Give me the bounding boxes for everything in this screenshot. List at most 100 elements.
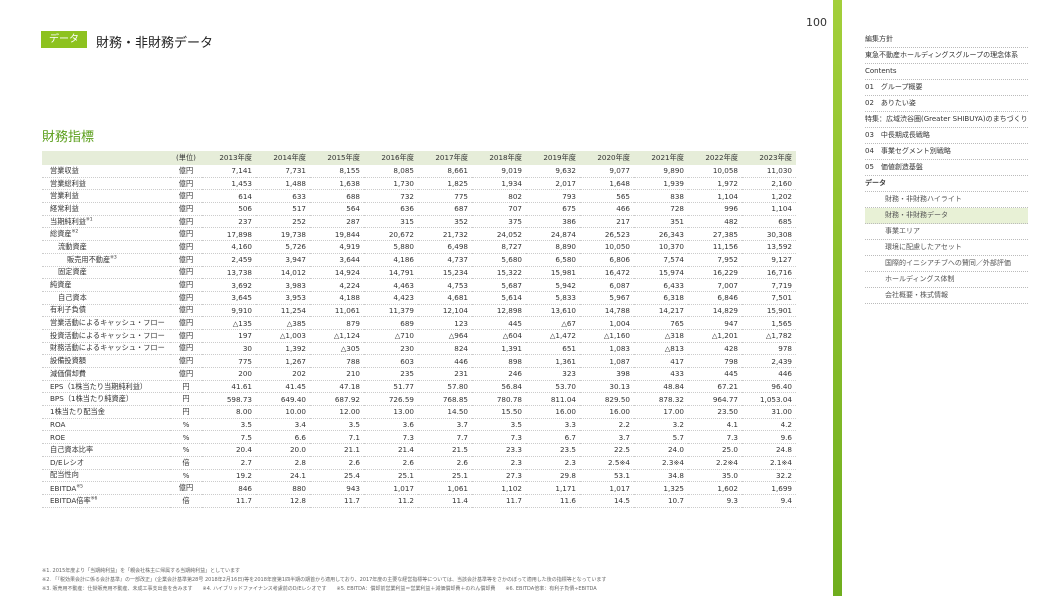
sidebar-item[interactable]: 財務・非財務データ [865, 208, 1028, 224]
value-cell: 15,322 [472, 266, 526, 280]
value-cell: 11,061 [310, 304, 364, 318]
sidebar-item[interactable]: 特集：広域渋谷圏(Greater SHIBUYA)のまちづくり [865, 112, 1028, 128]
value-cell: 20,672 [364, 227, 418, 242]
value-cell: 4,681 [418, 291, 472, 305]
row-label-text: EBITDA [50, 483, 77, 493]
row-label: EBITDA※5 [42, 481, 170, 495]
sidebar-item[interactable]: 環境に配慮したアセット [865, 240, 1028, 256]
value-cell: 7,719 [742, 278, 796, 292]
value-cell: 7,141 [202, 165, 256, 178]
value-cell: 12,104 [418, 304, 472, 318]
table-row: 流動資産 億円 4,160 5,726 4,919 5,880 6,498 8,727 8,89… [42, 240, 796, 254]
value-cell: 30.13 [580, 380, 634, 394]
footnote: ※1. 2015年度より「当期純利益」を「親会社株主に帰属する当期純利益」として… [42, 568, 241, 574]
value-cell: 29.8 [526, 469, 580, 483]
value-cell: 1,202 [742, 189, 796, 204]
row-label-text: 自己資本 [58, 292, 87, 302]
value-cell: 2.2 [580, 418, 634, 432]
sidebar-item[interactable]: 東急不動産ホールディングスグループの理念体系 [865, 48, 1028, 64]
value-cell: 200 [202, 367, 256, 381]
value-cell: 3,947 [256, 253, 310, 267]
sidebar-item[interactable]: Contents [865, 64, 1028, 80]
sidebar-item[interactable]: 03 中長期成長戦略 [865, 128, 1028, 144]
value-cell: 2.6 [418, 456, 472, 470]
sidebar-item[interactable]: 会社概要・株式情報 [865, 288, 1028, 304]
sidebar-item[interactable]: 04 事業セグメント別戦略 [865, 144, 1028, 160]
value-cell: 1,053.04 [742, 392, 796, 407]
table-row: 財務活動によるキャッシュ・フロー 億円 30 1,392 △305 230 824 1,391… [42, 342, 796, 356]
value-cell: 4,186 [364, 253, 418, 267]
row-unit: 億円 [170, 329, 202, 343]
sidebar-item[interactable]: 01 グループ概要 [865, 80, 1028, 96]
value-cell: 3.7 [418, 418, 472, 432]
value-cell: △318 [634, 329, 688, 343]
row-label: 配当性向 [42, 469, 170, 483]
sidebar-item[interactable]: 編集方針 [865, 32, 1028, 48]
value-cell: 10.7 [634, 494, 688, 508]
value-cell: 1,083 [580, 342, 634, 356]
value-cell: 765 [634, 316, 688, 330]
value-cell: 323 [526, 367, 580, 381]
value-cell: 14.50 [418, 405, 472, 419]
row-unit: 億円 [170, 481, 202, 495]
sidebar-item[interactable]: 02 ありたい姿 [865, 96, 1028, 112]
value-cell: 315 [364, 215, 418, 229]
value-cell: 603 [364, 354, 418, 368]
row-label: 販売用不動産※3 [42, 253, 170, 267]
row-label-text: EBITDA倍率 [50, 495, 91, 505]
value-cell: △1,201 [688, 329, 742, 343]
value-cell: 768.85 [418, 392, 472, 407]
row-unit: 億円 [170, 227, 202, 242]
row-unit: 億円 [170, 253, 202, 267]
value-cell: △1,003 [256, 329, 310, 343]
value-cell: 25.0 [688, 443, 742, 457]
sidebar-item[interactable]: 国際的イニシアチブへの賛同／外部評価 [865, 256, 1028, 272]
value-cell: 4,160 [202, 240, 256, 254]
row-unit: 億円 [170, 304, 202, 318]
value-cell: 16,472 [580, 266, 634, 280]
value-cell: 123 [418, 316, 472, 330]
sidebar-item[interactable]: 05 価値創造基盤 [865, 160, 1028, 176]
value-cell: 675 [526, 202, 580, 216]
row-label-text: BPS（1株当たり純資産） [50, 394, 134, 404]
row-label: 営業活動によるキャッシュ・フロー [42, 316, 170, 330]
value-cell: 31.00 [742, 405, 796, 419]
header-unit-cell: (単位) [170, 151, 202, 165]
value-cell: 23.5 [526, 443, 580, 457]
row-unit: 億円 [170, 189, 202, 204]
header-year-cell: 2018年度 [472, 151, 526, 165]
row-unit: 億円 [170, 266, 202, 280]
row-label-text: EPS（1株当たり当期純利益） [50, 381, 148, 391]
row-label-text: 営業活動によるキャッシュ・フロー [50, 318, 165, 328]
value-cell: 5,614 [472, 291, 526, 305]
value-cell: 811.04 [526, 392, 580, 407]
value-cell: 824 [418, 342, 472, 356]
row-unit: 億円 [170, 367, 202, 381]
sidebar-item[interactable]: 事業エリア [865, 224, 1028, 240]
value-cell: △135 [202, 316, 256, 330]
value-cell: 2,459 [202, 253, 256, 267]
value-cell: 7.1 [310, 430, 364, 445]
value-cell: 7.3 [688, 430, 742, 445]
sidebar-nav: 編集方針 東急不動産ホールディングスグループの理念体系 Contents 01 グルー… [865, 32, 1028, 304]
value-cell: 16,229 [688, 266, 742, 280]
row-label-text: 営業利益 [50, 191, 79, 201]
value-cell: 6,318 [634, 291, 688, 305]
sidebar-item[interactable]: 財務・非財務ハイライト [865, 192, 1028, 208]
value-cell: 4.1 [688, 418, 742, 432]
value-cell: 14.5 [580, 494, 634, 508]
value-cell: 30,308 [742, 227, 796, 242]
value-cell: 5.7 [634, 430, 688, 445]
sidebar-item[interactable]: ホールディングス体制 [865, 272, 1028, 288]
value-cell: 6,433 [634, 278, 688, 292]
value-cell: 235 [364, 367, 418, 381]
table-row: ROA% 3.5 3.4 3.5 3.6 3.7 3.5 3.3 2.2 3.2 4.1 4.2 [42, 418, 796, 432]
row-label: ROE [42, 430, 170, 445]
table-row: 純資産 億円 3,692 3,983 4,224 4,463 4,753 5,687 5,942… [42, 278, 796, 292]
row-label: BPS（1株当たり純資産） [42, 392, 170, 407]
value-cell: 10.00 [256, 405, 310, 419]
row-label: 投資活動によるキャッシュ・フロー [42, 329, 170, 343]
table-row: BPS（1株当たり純資産） 円 598.73 649.40 687.92 726.59 76… [42, 392, 796, 407]
value-cell: 1,699 [742, 481, 796, 495]
value-cell: 2.1※4 [742, 456, 796, 470]
